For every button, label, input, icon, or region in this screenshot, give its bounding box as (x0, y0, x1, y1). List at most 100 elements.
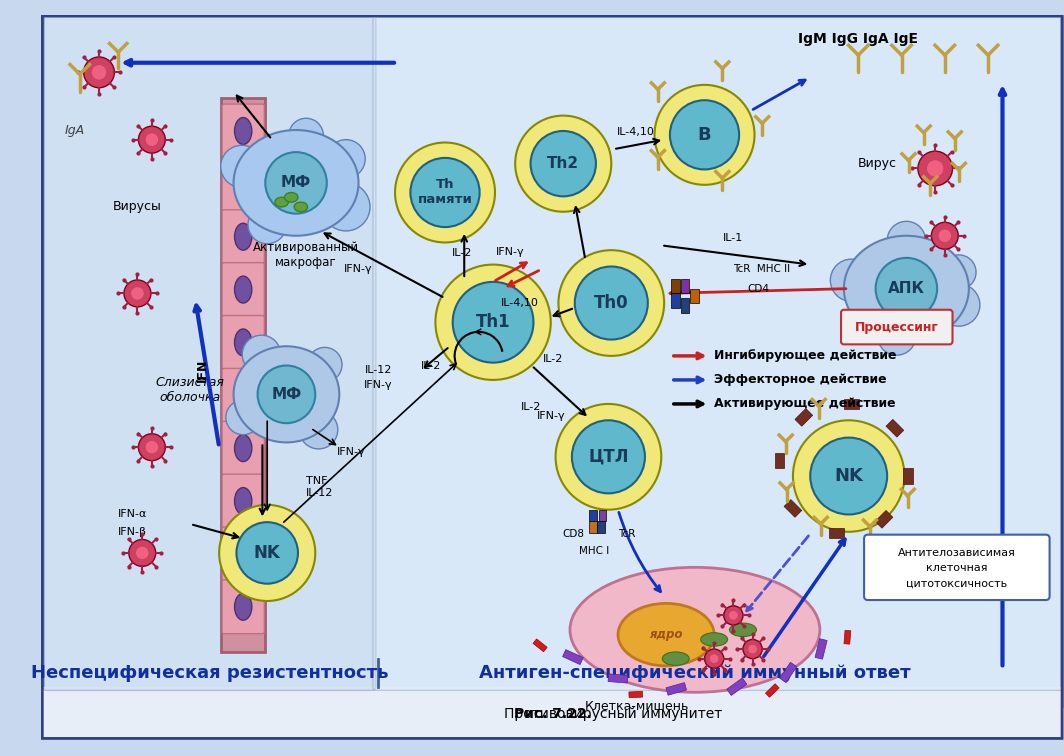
FancyBboxPatch shape (864, 534, 1049, 600)
Circle shape (878, 317, 916, 355)
Circle shape (129, 540, 155, 566)
Circle shape (887, 222, 926, 260)
Circle shape (135, 546, 149, 559)
Circle shape (131, 287, 145, 300)
Bar (599, 510, 606, 521)
Circle shape (531, 131, 596, 197)
Bar (44, 687, 1062, 739)
FancyBboxPatch shape (222, 368, 264, 422)
Circle shape (299, 411, 337, 449)
Circle shape (92, 65, 106, 80)
Bar (609, 674, 628, 683)
Ellipse shape (662, 652, 689, 665)
FancyBboxPatch shape (44, 17, 1062, 707)
Text: IFN-β: IFN-β (118, 527, 147, 537)
Circle shape (876, 258, 937, 319)
Text: IL-4,10: IL-4,10 (616, 127, 654, 137)
Circle shape (811, 438, 887, 515)
Circle shape (575, 267, 648, 339)
Bar (795, 408, 813, 426)
Text: CD4: CD4 (748, 284, 769, 293)
Circle shape (571, 420, 645, 494)
Circle shape (793, 420, 904, 531)
Ellipse shape (570, 567, 820, 692)
Text: Th2: Th2 (547, 156, 579, 171)
Ellipse shape (234, 346, 339, 442)
Bar (589, 510, 597, 521)
FancyBboxPatch shape (222, 210, 264, 264)
Circle shape (84, 57, 115, 88)
Text: Клетка-мишень: Клетка-мишень (585, 700, 689, 713)
FancyBboxPatch shape (222, 580, 264, 634)
Bar (815, 639, 827, 659)
Text: IFN-γ: IFN-γ (496, 247, 525, 257)
Text: ядро: ядро (649, 628, 683, 641)
Bar (681, 279, 689, 293)
Circle shape (452, 282, 533, 363)
Text: Вирус: Вирус (858, 157, 897, 170)
Ellipse shape (234, 541, 252, 567)
Ellipse shape (234, 170, 252, 197)
Bar (666, 683, 686, 696)
FancyBboxPatch shape (222, 262, 264, 317)
Text: МФ: МФ (281, 175, 311, 191)
Bar (563, 649, 583, 665)
Bar (765, 683, 779, 697)
Circle shape (435, 265, 551, 380)
Circle shape (327, 140, 365, 178)
Bar (681, 298, 689, 313)
Ellipse shape (284, 193, 298, 202)
Circle shape (555, 404, 662, 510)
Text: АПК: АПК (887, 281, 925, 296)
Ellipse shape (234, 117, 252, 144)
Circle shape (248, 206, 286, 243)
Circle shape (243, 335, 281, 373)
Ellipse shape (275, 197, 288, 207)
Circle shape (265, 152, 327, 214)
Circle shape (257, 365, 315, 423)
Text: Эффекторное действие: Эффекторное действие (714, 373, 886, 386)
Bar (629, 691, 643, 698)
Text: IgM IgG IgA IgE: IgM IgG IgA IgE (798, 32, 918, 45)
FancyBboxPatch shape (222, 157, 264, 211)
Text: цитотоксичность: цитотоксичность (905, 578, 1007, 589)
Bar (903, 469, 913, 484)
Circle shape (710, 654, 719, 664)
Ellipse shape (294, 202, 307, 212)
Text: IL-12: IL-12 (365, 365, 393, 375)
Text: Вирусы: Вирусы (113, 200, 162, 213)
Text: Противовирусный иммунитет: Противовирусный иммунитет (504, 708, 722, 721)
FancyBboxPatch shape (44, 17, 376, 690)
Text: IFN-γ: IFN-γ (345, 265, 372, 274)
Text: Неспецифическая резистентность: Неспецифическая резистентность (31, 664, 388, 682)
Circle shape (138, 434, 165, 460)
Text: Процессинг: Процессинг (854, 321, 938, 333)
Circle shape (307, 348, 342, 382)
Ellipse shape (234, 276, 252, 303)
FancyBboxPatch shape (222, 527, 264, 581)
Bar (691, 289, 699, 303)
Text: IFN-γ: IFN-γ (536, 411, 565, 421)
Text: ЦТЛ: ЦТЛ (588, 448, 629, 466)
Text: IFN-γ: IFN-γ (337, 447, 366, 457)
Circle shape (226, 400, 261, 435)
Text: МФ: МФ (271, 387, 301, 402)
Bar (597, 521, 604, 533)
Circle shape (724, 606, 743, 625)
Ellipse shape (234, 329, 252, 356)
Circle shape (220, 145, 263, 187)
Circle shape (395, 143, 495, 243)
Bar (876, 510, 893, 528)
Circle shape (743, 640, 762, 658)
Text: Рис. 7.22.: Рис. 7.22. (514, 708, 592, 721)
Text: Th1: Th1 (476, 313, 511, 331)
Circle shape (942, 255, 976, 290)
Ellipse shape (618, 603, 714, 666)
Text: IL-2: IL-2 (420, 361, 442, 370)
Circle shape (322, 183, 370, 231)
Ellipse shape (701, 633, 728, 646)
Circle shape (918, 151, 952, 186)
Circle shape (145, 441, 159, 454)
Ellipse shape (234, 435, 252, 462)
Text: IL-12: IL-12 (305, 488, 333, 498)
